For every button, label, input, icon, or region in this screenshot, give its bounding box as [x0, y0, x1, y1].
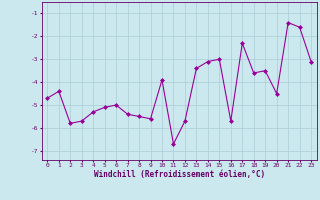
X-axis label: Windchill (Refroidissement éolien,°C): Windchill (Refroidissement éolien,°C) — [94, 170, 265, 179]
